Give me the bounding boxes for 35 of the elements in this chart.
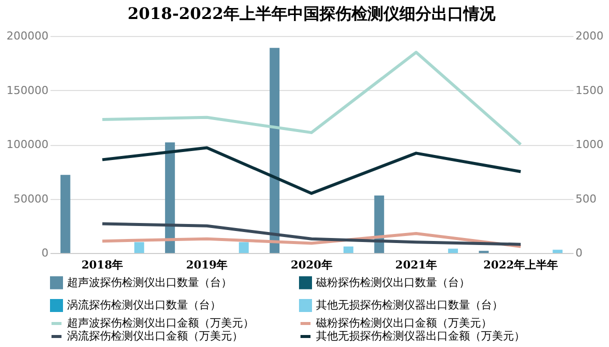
- legend-label: 涡流探伤检测仪出口金额（万美元）: [67, 330, 243, 342]
- x-tick-label: 2020年: [290, 258, 332, 272]
- y-tick-label: 0: [42, 246, 48, 260]
- y2-tick-label: 2000: [576, 30, 604, 42]
- bar: [165, 142, 175, 253]
- bar: [552, 250, 563, 253]
- y2-tick-label: 1000: [576, 138, 604, 151]
- legend-label: 其他无损探伤检测仪器出口金额（万美元）: [316, 330, 525, 342]
- line-series: [100, 222, 522, 246]
- legend-label: 其他无损探伤检测仪器出口数量（台）: [316, 298, 503, 312]
- bar: [60, 174, 70, 253]
- y2-tick-label: 500: [576, 192, 596, 206]
- chart-title: 2018-2022年上半年中国探伤检测仪细分出口情况: [128, 4, 496, 23]
- y-tick-label: 100000: [6, 138, 48, 151]
- x-tick-label: 2019年: [186, 258, 228, 272]
- y-tick-label: 150000: [6, 84, 48, 97]
- bar: [448, 248, 458, 253]
- x-tick-label: 2018年: [81, 258, 124, 272]
- legend-label: 涡流探伤检测仪出口数量（台）: [67, 298, 221, 312]
- y2-tick-label: 1500: [576, 84, 604, 97]
- y2-tick-label: 0: [576, 246, 582, 260]
- bar: [134, 242, 144, 253]
- y-tick-label: 50000: [14, 192, 48, 206]
- bar: [270, 48, 280, 253]
- y-tick-label: 200000: [6, 30, 48, 42]
- line-series: [100, 50, 522, 146]
- legend-label: 磁粉探伤检测仪出口金额（万美元）: [315, 316, 492, 330]
- x-tick-label: 2021年: [395, 258, 437, 272]
- bar: [343, 246, 354, 253]
- legend-label: 超声波探伤检测仪出口金额（万美元）: [67, 316, 254, 330]
- x-tick-label: 2022年上半年: [483, 258, 558, 272]
- legend-label: 磁粉探伤检测仪出口数量（台）: [315, 276, 470, 289]
- bar: [238, 242, 249, 253]
- legend-label: 超声波探伤检测仪出口数量（台）: [67, 276, 232, 289]
- line-series: [100, 146, 522, 195]
